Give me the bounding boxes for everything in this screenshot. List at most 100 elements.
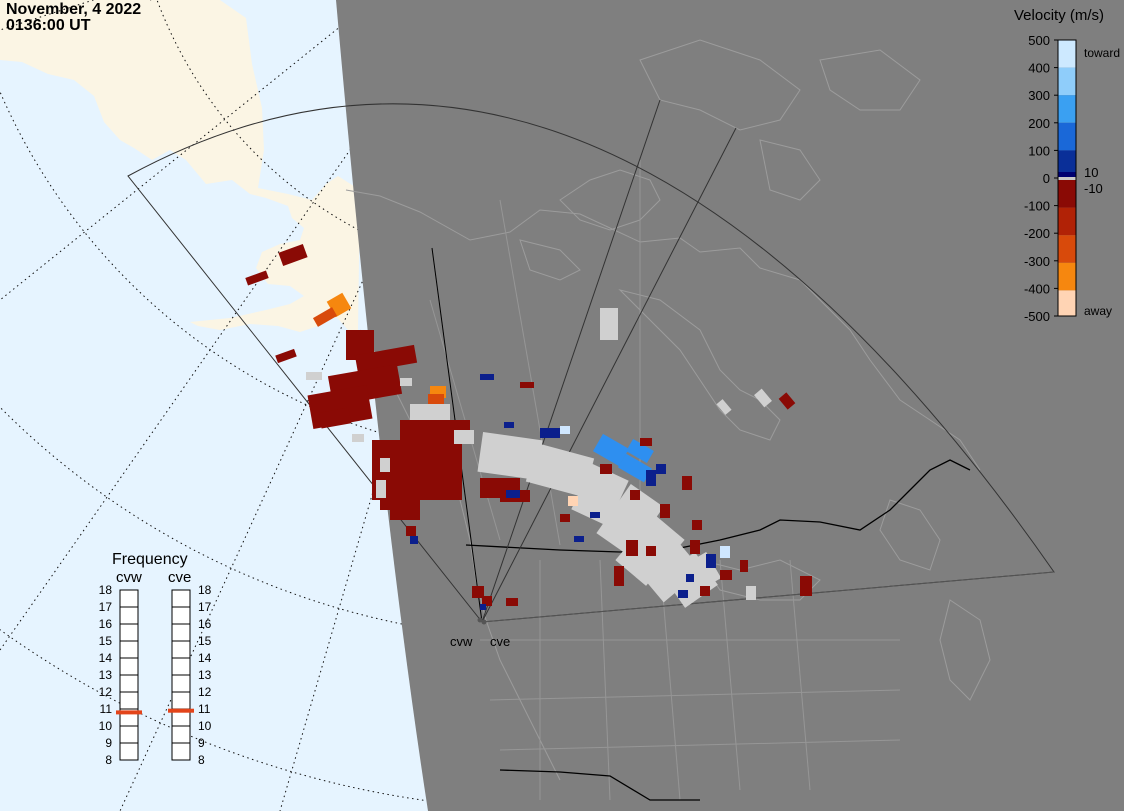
colorbar-swatch-away [1058, 180, 1076, 208]
frequency-label-left: 15 [99, 634, 113, 648]
colorbar-swatch-away [1058, 290, 1076, 316]
range-cell [400, 420, 470, 440]
range-cell [614, 566, 624, 586]
colorbar-ticks: 500 400 300 200 100 0 -100 -200 -300 -400 -500 [1024, 33, 1058, 324]
range-cell [400, 378, 412, 386]
frequency-label-right: 10 [198, 719, 212, 733]
colorbar-tick-label: 200 [1028, 116, 1050, 131]
range-cell [688, 552, 722, 588]
frequency-label-left: 10 [99, 719, 113, 733]
range-cell [640, 438, 652, 446]
colorbar-tick-label: -400 [1024, 281, 1050, 296]
range-cell [574, 536, 584, 542]
range-cell [600, 308, 618, 340]
range-cell [640, 508, 650, 518]
range-cell [720, 570, 732, 580]
velocity-zero-lo: -10 [1084, 181, 1103, 196]
frequency-marker-cvw [116, 710, 142, 715]
frequency-label-right: 8 [198, 753, 205, 767]
range-cell [275, 348, 297, 364]
frequency-scale: 18 18 17 17 16 16 15 15 14 14 13 13 12 12 11 11 10 10 9 9 8 8 [99, 583, 212, 767]
alaska-land [0, 0, 360, 332]
night-shade [336, 0, 1124, 811]
frequency-panel: Frequency cvw cve 18 18 17 17 16 16 15 15 14 14 13… [99, 551, 212, 767]
range-cell [593, 433, 629, 467]
range-cell [646, 546, 656, 556]
range-cell [318, 407, 352, 429]
colorbar-tick-label: -100 [1024, 199, 1050, 214]
range-cell [778, 392, 796, 410]
range-cell [306, 372, 322, 380]
range-cell [376, 480, 386, 498]
radar-label-cvw: cvw [450, 634, 473, 649]
range-cell [390, 500, 420, 520]
range-cell [700, 586, 710, 596]
range-cell [600, 464, 612, 474]
radar-site-markers: cvw cve [450, 617, 510, 649]
range-cell [480, 604, 486, 610]
frequency-label-right: 14 [198, 651, 212, 665]
range-cell [520, 382, 534, 388]
mexico-border [499, 769, 700, 801]
range-cell [312, 307, 338, 327]
range-cell [354, 344, 418, 374]
range-cell [352, 434, 364, 442]
toward-label: toward [1084, 46, 1120, 60]
range-cell [482, 596, 492, 606]
range-cell [660, 504, 670, 518]
range-cell [472, 586, 484, 598]
velocity-colorbar: Velocity (m/s) 500 400 300 200 100 0 -100 -200 -… [1014, 7, 1120, 324]
frequency-title: Frequency [112, 551, 188, 568]
frequency-label-left: 9 [105, 736, 112, 750]
plot-time: 0136:00 UT [6, 17, 91, 34]
colorbar-swatch-away [1058, 235, 1076, 263]
range-cell [720, 546, 730, 558]
velocity-title: Velocity (m/s) [1014, 7, 1104, 24]
range-cell [406, 526, 416, 536]
range-cell [716, 399, 732, 415]
range-cell [746, 586, 756, 600]
range-cell [596, 483, 664, 557]
colorbar-tick-label: 400 [1028, 61, 1050, 76]
frequency-radar-cvw: cvw [116, 569, 142, 586]
range-cell [525, 442, 595, 498]
backscatter-cells [245, 243, 812, 610]
island-land [40, 10, 130, 54]
colorbar-tick-label: 300 [1028, 88, 1050, 103]
frequency-label-right: 9 [198, 736, 205, 750]
range-cell [568, 496, 578, 506]
colorbar-swatch-away [1058, 207, 1076, 236]
frequency-label-right: 18 [198, 583, 212, 597]
frequency-label-left: 14 [99, 651, 113, 665]
range-cell [630, 490, 640, 500]
range-cell [506, 598, 518, 606]
range-cell [626, 438, 654, 464]
range-cell [506, 490, 520, 498]
colorbar-tick-label: 500 [1028, 33, 1050, 48]
range-cell [477, 432, 543, 480]
frequency-label-left: 16 [99, 617, 113, 631]
range-cell [504, 422, 514, 428]
colorbar-swatch-toward [1058, 150, 1076, 178]
range-cell [380, 458, 390, 472]
colorbar-swatch-toward [1058, 67, 1076, 96]
frequency-label-right: 17 [198, 600, 212, 614]
frequency-label-left: 11 [100, 702, 113, 716]
colorbar-swatch-toward [1058, 40, 1076, 68]
frequency-label-left: 17 [99, 600, 113, 614]
range-cell [690, 540, 700, 554]
colorbar-swatch-zero-band [1058, 177, 1076, 180]
away-label: away [1084, 304, 1112, 318]
plot-date: November, 4 2022 [6, 1, 142, 18]
range-cell [428, 394, 444, 404]
coastlines [345, 39, 991, 781]
frequency-label-right: 16 [198, 617, 212, 631]
range-cell [540, 428, 560, 438]
colorbar-tick-label: -300 [1024, 254, 1050, 269]
range-cell [245, 270, 269, 286]
range-cell [410, 536, 418, 544]
range-cell [618, 453, 652, 483]
velocity-zero-hi: 10 [1084, 165, 1098, 180]
colorbar-tick-label: 0 [1043, 171, 1050, 186]
